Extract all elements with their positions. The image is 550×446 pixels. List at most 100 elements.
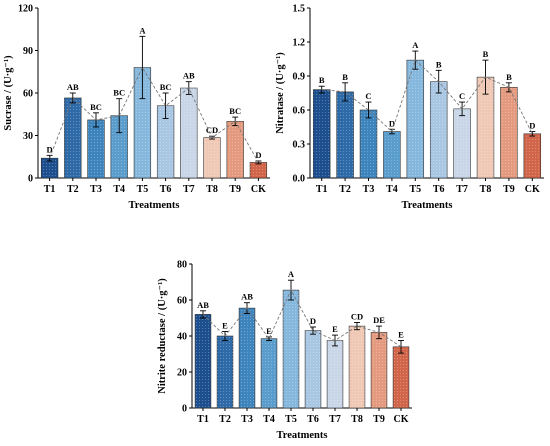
bar-texture xyxy=(393,346,409,408)
y-axis-title: Nitratase / (U·g⁻¹) xyxy=(275,52,286,134)
significance-label: E xyxy=(266,326,272,336)
bar-texture xyxy=(41,158,58,178)
bar-texture xyxy=(349,326,365,408)
x-tick-label: T4 xyxy=(263,414,275,425)
x-tick-label: T2 xyxy=(219,414,231,425)
significance-label: AB xyxy=(197,300,209,310)
significance-label: B xyxy=(483,49,489,59)
x-tick-label: T4 xyxy=(386,184,398,195)
significance-label: A xyxy=(288,269,295,279)
significance-label: D xyxy=(47,144,53,154)
bar-texture xyxy=(383,131,401,178)
y-tick-label: 120 xyxy=(18,4,33,15)
significance-label: D xyxy=(255,150,261,160)
y-tick-label: 90 xyxy=(23,46,33,57)
significance-label: D xyxy=(529,121,535,131)
x-tick-label: T3 xyxy=(363,184,375,195)
x-tick-label: T1 xyxy=(44,184,56,195)
bar-texture xyxy=(64,97,82,178)
significance-label: D xyxy=(310,316,316,326)
y-tick-label: 0 xyxy=(28,174,33,185)
significance-label: BC xyxy=(113,88,125,98)
y-tick-label: 1.2 xyxy=(293,38,306,49)
x-tick-label: T8 xyxy=(480,184,492,195)
significance-label: A xyxy=(139,25,146,35)
bar-texture xyxy=(87,119,105,178)
bar-texture xyxy=(110,115,128,178)
significance-label: BC xyxy=(90,102,102,112)
significance-label: BC xyxy=(229,106,241,116)
significance-label: AB xyxy=(241,292,253,302)
bar-texture xyxy=(336,91,354,178)
x-tick-label: T4 xyxy=(113,184,125,195)
x-tick-label: T6 xyxy=(307,414,319,425)
significance-label: AB xyxy=(67,82,79,92)
significance-label: C xyxy=(459,91,465,101)
y-tick-label: 0.0 xyxy=(293,174,306,185)
y-axis-title: Sucrase / (U·g⁻¹) xyxy=(3,55,14,131)
bar-texture xyxy=(157,105,174,178)
x-tick-label: T2 xyxy=(67,184,79,195)
bar-texture xyxy=(261,338,277,408)
significance-label: AB xyxy=(183,71,195,81)
bar-texture xyxy=(500,87,518,178)
nitratase-chart: 0.0 0.3 0.6 0.9 1.2 1.5 B T1 B T2 C T3 D T4 A T5 B T6 C T7 B… xyxy=(275,4,544,211)
bar-texture xyxy=(226,121,244,178)
significance-label: BC xyxy=(160,82,172,92)
x-tick-label: T7 xyxy=(183,184,195,195)
x-tick-label: T9 xyxy=(229,184,241,195)
x-tick-label: CK xyxy=(525,184,540,195)
bar-texture xyxy=(195,314,211,408)
bar-texture xyxy=(327,340,343,408)
trend-line xyxy=(321,59,533,135)
bar-texture xyxy=(180,88,198,178)
x-tick-label: T5 xyxy=(137,184,149,195)
y-tick-label: 20 xyxy=(177,368,187,379)
significance-label: E xyxy=(222,321,228,331)
y-tick-label: 0.6 xyxy=(293,106,306,117)
bar-texture xyxy=(305,330,321,408)
y-tick-label: 0.9 xyxy=(293,72,306,83)
significance-label: CD xyxy=(206,125,218,135)
bar-texture xyxy=(203,137,221,178)
bar-texture xyxy=(523,133,541,178)
x-tick-label: T5 xyxy=(409,184,421,195)
bar-texture xyxy=(217,336,233,408)
x-tick-label: T9 xyxy=(373,414,385,425)
significance-label: CD xyxy=(351,312,363,322)
bar-texture xyxy=(134,67,151,178)
y-tick-label: 40 xyxy=(177,332,187,343)
significance-label: C xyxy=(365,91,371,101)
y-tick-label: 0 xyxy=(182,404,187,415)
bar-texture xyxy=(250,162,267,178)
bar-texture xyxy=(313,89,331,178)
bar-texture xyxy=(477,77,494,178)
bar-texture xyxy=(453,108,471,178)
y-axis-title: Nitrite reductase / (U·g⁻¹) xyxy=(157,278,168,394)
x-tick-label: T9 xyxy=(503,184,515,195)
x-tick-label: T8 xyxy=(206,184,218,195)
x-axis-title: Treatments xyxy=(129,200,180,211)
nitrite-reductase-chart: 0 20 40 60 80 AB T1 E T2 AB T3 E T4 A T5 D T6 E T7 CD T8 DE T9… xyxy=(157,260,412,441)
x-tick-label: T1 xyxy=(316,184,328,195)
y-tick-label: 80 xyxy=(177,260,187,271)
significance-label: E xyxy=(398,330,404,340)
y-tick-label: 60 xyxy=(23,89,33,100)
y-tick-label: 1.5 xyxy=(293,4,306,15)
significance-label: D xyxy=(389,118,395,128)
bar-texture xyxy=(283,290,299,408)
y-tick-label: 30 xyxy=(23,131,33,142)
bar-texture xyxy=(239,308,255,408)
bar-texture xyxy=(430,81,448,178)
significance-label: B xyxy=(506,72,512,82)
significance-label: DE xyxy=(373,315,385,325)
x-tick-label: T1 xyxy=(197,414,209,425)
x-tick-label: T3 xyxy=(241,414,253,425)
x-tick-label: T8 xyxy=(351,414,363,425)
y-tick-label: 0.3 xyxy=(293,140,306,151)
bar-texture xyxy=(360,110,377,178)
significance-label: A xyxy=(412,40,419,50)
trend-line xyxy=(49,66,259,163)
x-tick-label: T3 xyxy=(90,184,102,195)
